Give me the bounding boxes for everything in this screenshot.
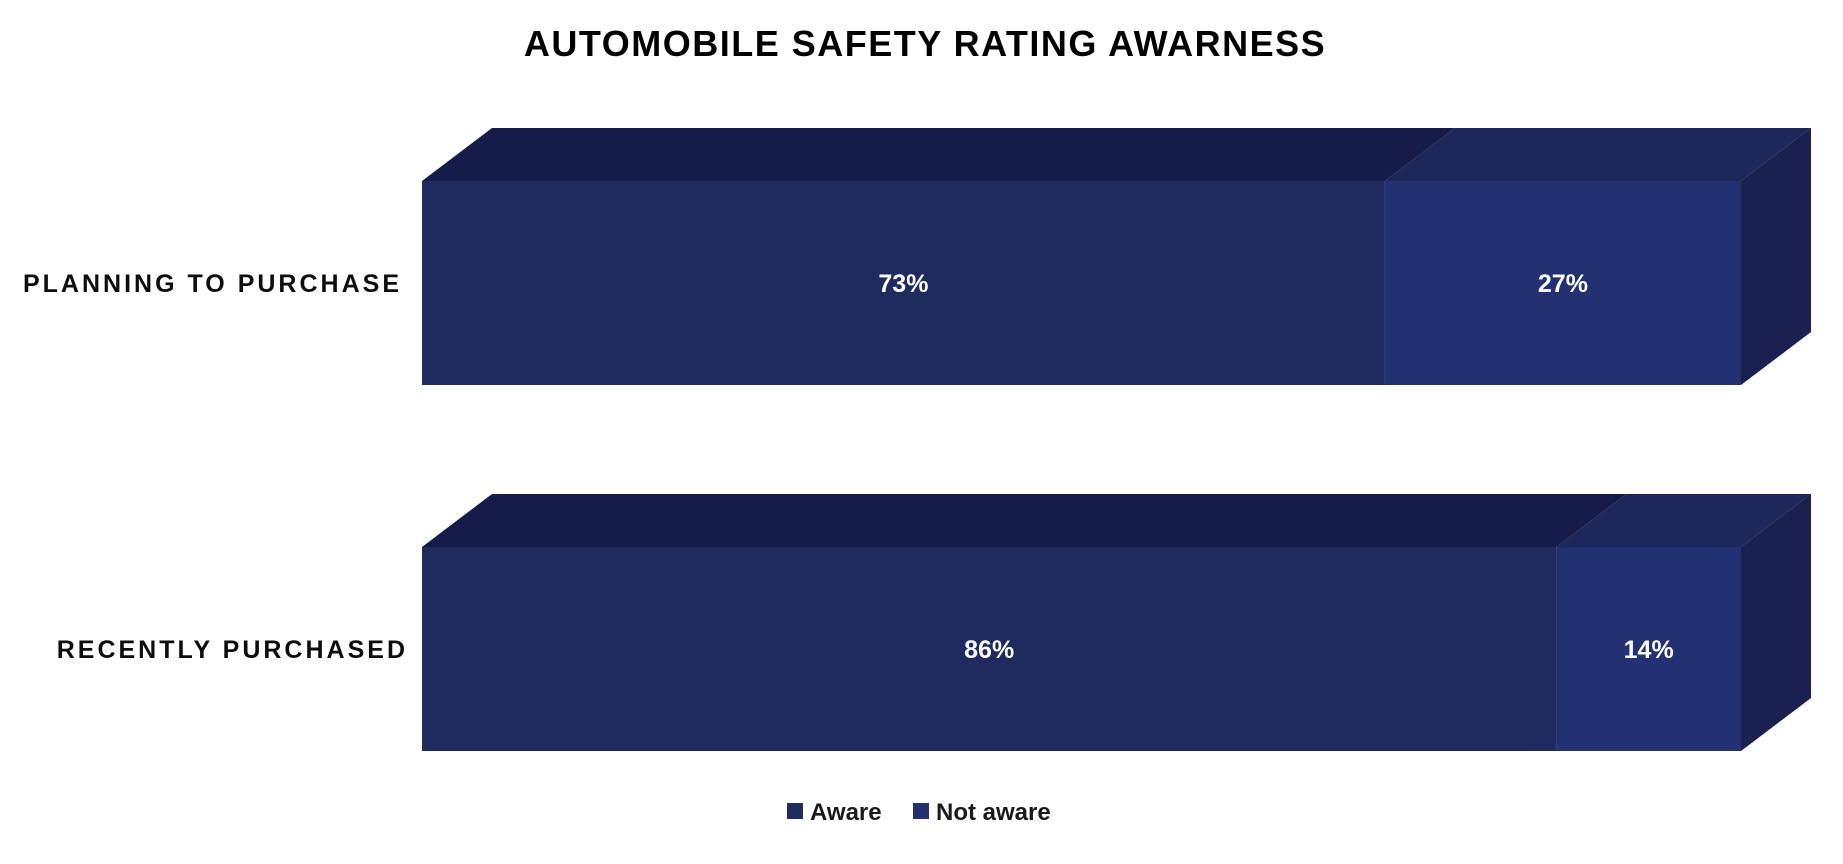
bar-segment [422,547,1557,751]
bar-group: RECENTLY PURCHASED 86% 14% [57,494,1811,751]
legend: Aware Not aware [787,799,1051,826]
data-label: 14% [1624,636,1674,664]
legend-label: Not aware [936,799,1051,826]
category-label: RECENTLY PURCHASED [57,636,408,664]
data-label: 86% [964,636,1014,664]
bar-segment [1384,181,1741,385]
bar-side-face [1741,128,1811,385]
legend-item: Not aware [913,799,1051,826]
bar-segment [1556,547,1741,751]
data-label: 73% [878,270,928,298]
legend-label: Aware [810,799,882,826]
chart-title: AUTOMOBILE SAFETY RATING AWARNESS [524,23,1326,64]
category-label: PLANNING TO PURCHASE [23,270,402,298]
bar-top-face [1384,128,1811,181]
bar-group: PLANNING TO PURCHASE 73% 27% [23,128,1811,385]
bars-layer: PLANNING TO PURCHASE 73% 27% RECENTLY PURCH… [23,128,1811,751]
bar-top-face [422,494,1627,547]
bar-segment [422,181,1385,385]
bar-top-face [1556,494,1811,547]
legend-swatch [913,803,929,819]
legend-swatch [787,803,803,819]
bar-top-face [422,128,1455,181]
data-label: 27% [1538,270,1588,298]
legend-item: Aware [787,799,882,826]
bar-side-face [1741,494,1811,751]
